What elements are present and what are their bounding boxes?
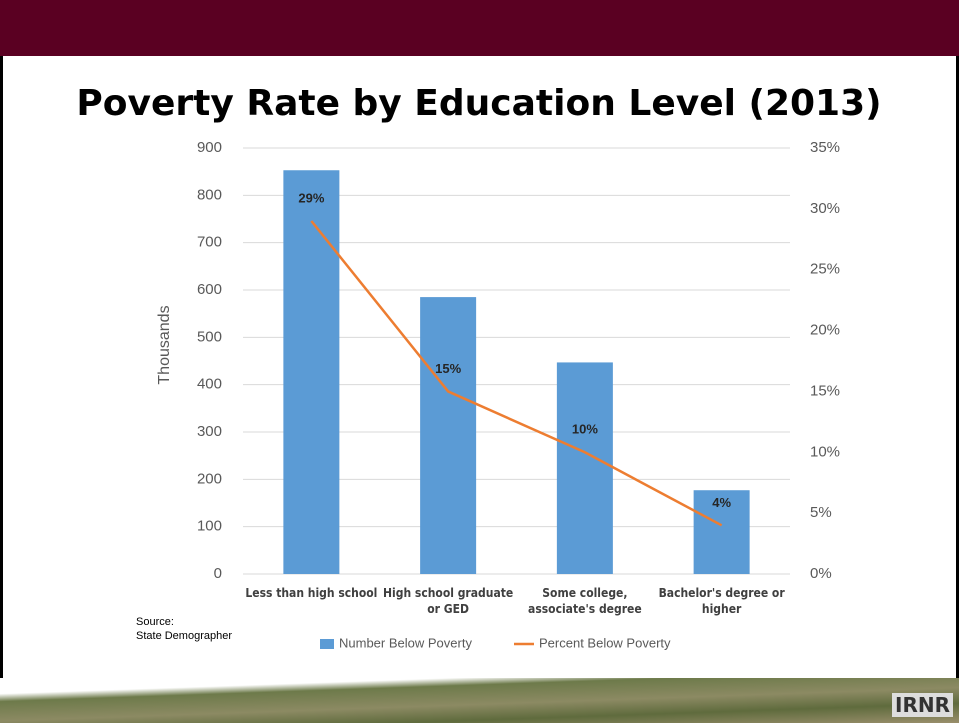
y2-tick-label: 25% (810, 261, 840, 278)
source-label: Source: (136, 616, 174, 628)
y2-tick-label: 0% (810, 565, 832, 582)
y-axis-label: Thousands (156, 305, 173, 384)
logo: IRNR (892, 693, 953, 717)
y2-tick-label: 10% (810, 443, 840, 460)
bottom-photo (0, 678, 959, 723)
data-label: 15% (435, 361, 461, 376)
bar (693, 490, 750, 574)
source-text: State Demographer (136, 630, 232, 642)
data-label: 10% (572, 422, 598, 437)
top-bar (0, 0, 959, 56)
x-tick-label: High school graduate or GED (383, 586, 514, 616)
y-tick-label: 0 (214, 565, 222, 582)
y-tick-label: 400 (197, 376, 222, 393)
y-tick-label: 300 (197, 423, 222, 440)
y-tick-label: 800 (197, 186, 222, 203)
legend-swatch (320, 639, 334, 649)
y2-tick-label: 15% (810, 382, 840, 399)
y-tick-label: 700 (197, 234, 222, 251)
y-tick-label: 500 (197, 328, 222, 345)
y-tick-label: 100 (197, 518, 222, 535)
x-tick-label: Bachelor's degree or higher (658, 586, 785, 616)
y2-tick-label: 35% (810, 139, 840, 156)
bar (420, 297, 477, 574)
chart-title: Poverty Rate by Education Level (2013) (76, 83, 881, 124)
data-label: 4% (712, 495, 731, 510)
y2-tick-label: 20% (810, 322, 840, 339)
x-tick-label: Less than high school (245, 586, 378, 600)
bar (283, 170, 340, 574)
legend-label: Number Below Poverty (339, 635, 472, 650)
x-tick-label: Some college, associate's degree (528, 586, 642, 616)
line (310, 220, 723, 527)
y2-tick-label: 30% (810, 200, 840, 217)
bar (556, 362, 613, 574)
y2-tick-label: 5% (810, 504, 832, 521)
y-tick-label: 600 (197, 281, 222, 298)
y-tick-label: 900 (197, 139, 222, 156)
y-tick-label: 200 (197, 470, 222, 487)
legend-label: Percent Below Poverty (539, 635, 671, 650)
data-label: 29% (298, 190, 324, 205)
